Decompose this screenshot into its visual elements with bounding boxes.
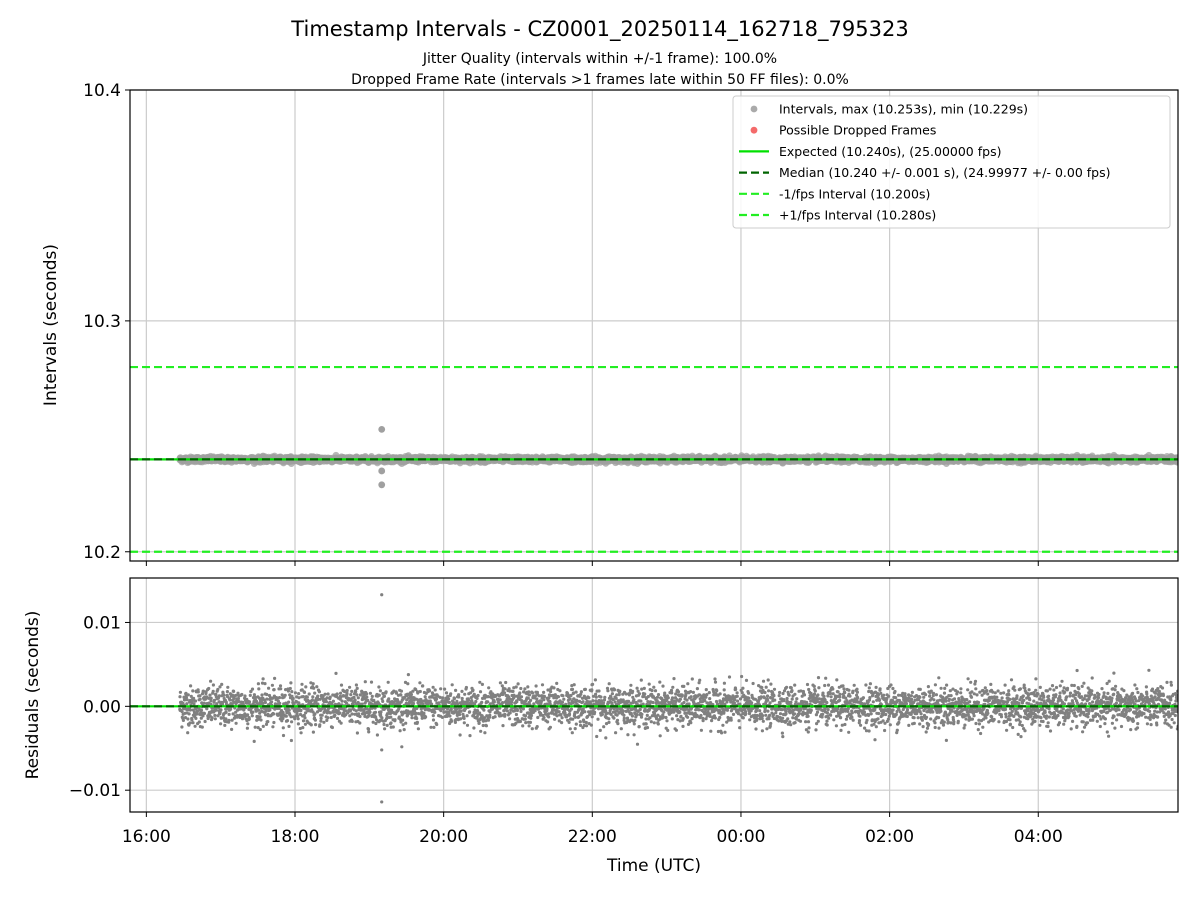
residual-point: [224, 717, 228, 721]
legend-marker: [750, 126, 758, 134]
residual-point: [223, 723, 227, 728]
residual-point: [185, 698, 189, 702]
legend-label: Median (10.240 +/- 0.001 s), (24.99977 +…: [779, 165, 1110, 180]
residual-point: [195, 709, 199, 714]
residual-point: [184, 695, 188, 699]
interval-outlier-point: [378, 467, 386, 475]
residual-point: [181, 718, 185, 723]
residual-point: [194, 716, 198, 721]
residual-point: [189, 694, 193, 699]
residual-point: [209, 696, 213, 700]
intervals-y-tick-label: 10.3: [83, 312, 121, 332]
interval-outlier-point: [378, 425, 386, 433]
residual-point: [197, 720, 201, 724]
residual-point: [187, 712, 191, 716]
residual-point: [185, 702, 189, 706]
residual-point: [193, 724, 197, 728]
residual-point: [188, 721, 192, 725]
residual-point: [200, 725, 204, 729]
residual-point: [209, 679, 213, 683]
figure-subtitle-dropped: Dropped Frame Rate (intervals >1 frames …: [351, 72, 849, 88]
residual-point: [220, 682, 224, 687]
residual-point: [205, 707, 209, 711]
residual-point: [193, 699, 198, 703]
intervals-y-ticks: 10.2 10.3 10.4: [83, 81, 130, 563]
residual-point: [186, 731, 190, 735]
residual-point: [212, 698, 216, 702]
legend-box: [732, 95, 1171, 229]
residual-point: [211, 683, 215, 687]
interval-outlier-point: [378, 481, 386, 489]
intervals-panel: 10.2 10.3 10.4 Intervals (seconds) Interva…: [41, 81, 1179, 566]
residual-point: [209, 702, 213, 706]
residual-point: [180, 725, 184, 729]
residual-point: [200, 692, 205, 696]
legend-marker: [750, 105, 758, 113]
figure-subtitle-jitter: Jitter Quality (intervals within +/-1 fr…: [422, 51, 777, 67]
residual-point: [224, 710, 228, 714]
legend: Intervals, max (10.253s), min (10.229s) P…: [732, 95, 1171, 229]
residuals-points: [178, 593, 1178, 804]
residual-point: [222, 693, 226, 697]
residual-point: [215, 702, 219, 706]
residual-point: [199, 708, 204, 712]
residual-point: [210, 716, 214, 720]
figure-title: Timestamp Intervals - CZ0001_20250114_16…: [290, 17, 908, 42]
residual-point: [219, 708, 223, 712]
intervals-y-tick-label: 10.2: [83, 543, 121, 563]
legend-label: Possible Dropped Frames: [779, 123, 936, 138]
residual-point: [211, 689, 215, 693]
residual-point: [198, 694, 202, 698]
residual-point: [199, 716, 203, 720]
legend-label: +1/fps Interval (10.280s): [779, 208, 936, 223]
residual-point: [213, 713, 217, 718]
residual-point: [226, 685, 230, 689]
legend-label: Expected (10.240s), (25.00000 fps): [779, 144, 1001, 159]
residual-point: [186, 717, 190, 721]
residual-point: [216, 687, 220, 692]
legend-label: -1/fps Interval (10.200s): [779, 186, 930, 201]
residual-point: [203, 719, 207, 724]
residual-point: [201, 714, 205, 718]
residual-point: [217, 694, 221, 698]
residual-point: [178, 695, 182, 699]
residual-point: [183, 716, 188, 720]
intervals-y-tick-label: 10.4: [83, 81, 121, 101]
residual-point: [202, 711, 206, 716]
intervals-axes-frame: [129, 89, 1179, 562]
residual-point: [186, 693, 190, 697]
residual-point: [202, 701, 206, 705]
intervals-points: [176, 425, 1178, 489]
residuals-grid: [130, 578, 1178, 812]
residual-point: [191, 721, 195, 725]
residual-point: [180, 710, 184, 714]
residual-point: [188, 708, 192, 712]
intervals-reference-lines: [130, 365, 1178, 553]
residual-point: [207, 686, 211, 691]
residual-point: [190, 718, 194, 722]
residuals-panel: −0.010.000.01 16:00 18:00 20:00 22:00 00:00 0…: [23, 577, 1179, 876]
residual-point: [201, 689, 205, 693]
residual-point: [225, 690, 229, 694]
residual-point: [209, 699, 213, 703]
residual-point: [218, 685, 222, 689]
residual-point: [195, 712, 199, 716]
residual-point: [196, 690, 200, 694]
residual-point: [214, 692, 218, 696]
residual-point: [191, 689, 195, 693]
residual-point: [198, 697, 202, 701]
residual-point: [214, 708, 218, 712]
residual-point: [219, 722, 223, 726]
intervals-y-axis-label: Intervals (seconds): [41, 244, 61, 406]
residual-point: [189, 684, 193, 688]
residual-point: [213, 717, 217, 721]
residual-point: [178, 690, 182, 694]
intervals-x-ticks: [145, 561, 1039, 566]
legend-label: Intervals, max (10.253s), min (10.229s): [779, 102, 1028, 117]
residual-point: [192, 702, 196, 706]
residual-point: [208, 693, 212, 697]
